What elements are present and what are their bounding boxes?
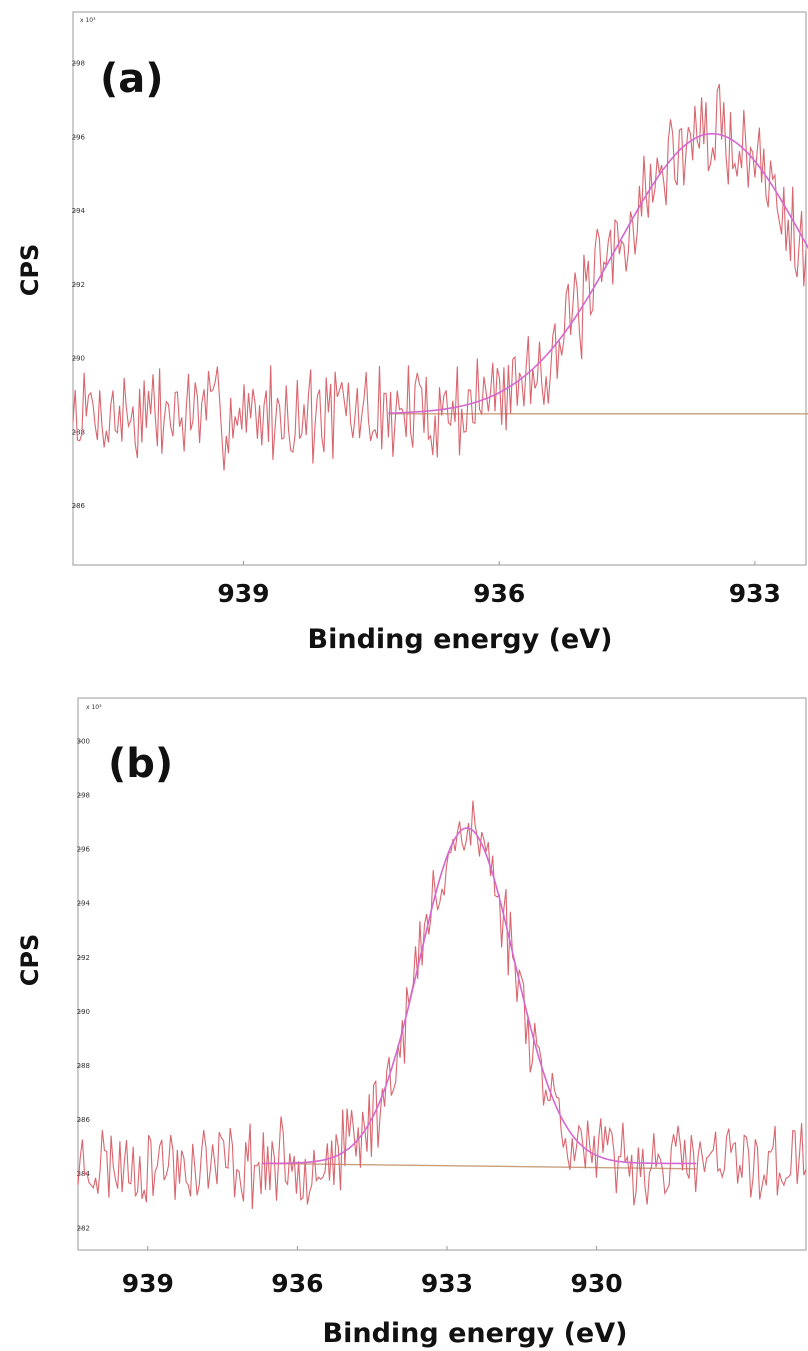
- x-tick-label: 933: [421, 1269, 473, 1298]
- y-tick-label: 282: [77, 1224, 90, 1232]
- panel-label-b: (b): [108, 741, 173, 787]
- series-group-a: [72, 84, 808, 471]
- x-tick-label: 936: [271, 1269, 323, 1298]
- y-axis-label-a: CPS: [16, 244, 44, 297]
- y-tick-label: 294: [72, 207, 86, 215]
- plot-frame-a: [72, 11, 807, 566]
- raw-spectrum-line: [77, 800, 807, 1210]
- y-tick-label: 288: [77, 1062, 90, 1070]
- y-tick-label: 290: [77, 1008, 90, 1016]
- y-multiplier-a: x 10³: [80, 17, 96, 24]
- y-tick-label: 296: [72, 133, 86, 141]
- x-tick-label: 939: [217, 579, 269, 608]
- x-ticks-b: 939 936 933 930: [122, 1246, 623, 1298]
- y-axis-label-b: CPS: [16, 934, 44, 987]
- plot-frame-b: [77, 697, 807, 1251]
- x-axis-label-b: Binding energy (eV): [323, 1318, 628, 1349]
- series-group-b: [77, 800, 807, 1210]
- raw-spectrum-line: [72, 84, 807, 471]
- y-tick-label: 292: [77, 954, 90, 962]
- fitted-peak-line: [388, 132, 808, 414]
- y-tick-label: 294: [77, 900, 91, 908]
- y-ticks-b: 282 284 286 288 290 292 294 296 298 300: [77, 737, 91, 1232]
- chart-panel-b: x 10³ (b) 282 284 286 288 290 292 294 296 298 300…: [16, 697, 807, 1349]
- x-tick-label: 939: [122, 1269, 174, 1298]
- y-tick-label: 288: [72, 428, 85, 436]
- y-tick-label: 298: [72, 60, 85, 68]
- y-tick-label: 296: [77, 846, 91, 854]
- y-tick-label: 286: [77, 1116, 91, 1124]
- y-tick-label: 290: [72, 355, 85, 363]
- y-ticks-a: 286 288 290 292 294 296 298: [72, 60, 86, 510]
- x-tick-label: 933: [729, 579, 781, 608]
- panel-label-a: (a): [100, 56, 164, 102]
- x-tick-label: 930: [570, 1269, 622, 1298]
- y-tick-label: 284: [77, 1170, 91, 1178]
- x-axis-label-a: Binding energy (eV): [308, 624, 613, 655]
- fitted-peak-line: [262, 827, 697, 1165]
- x-tick-label: 936: [473, 579, 525, 608]
- y-tick-label: 286: [72, 502, 86, 510]
- chart-panel-a: x 10³ (a) 286 288 290 292 294 296 298 939 936 93…: [16, 11, 808, 655]
- y-tick-label: 298: [77, 791, 90, 799]
- y-multiplier-b: x 10³: [86, 704, 102, 711]
- y-tick-label: 292: [72, 281, 85, 289]
- y-tick-label: 300: [77, 737, 90, 745]
